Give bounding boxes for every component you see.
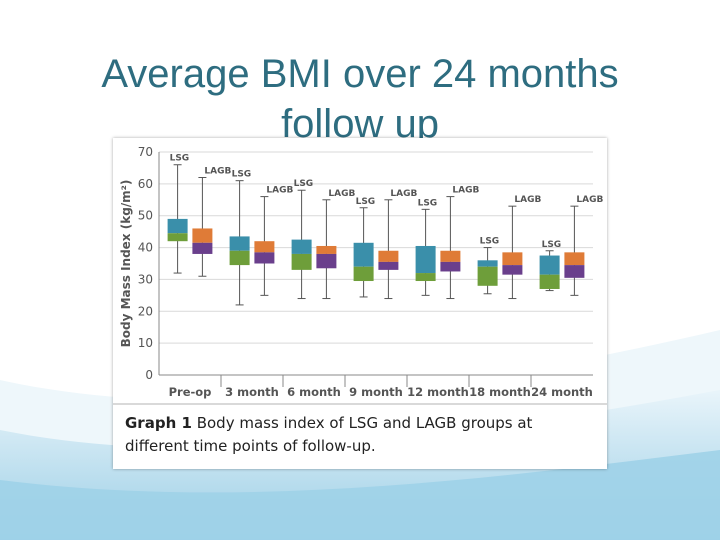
box-upper-quartile <box>440 250 461 262</box>
box-lower-quartile <box>415 273 436 282</box>
series-label: LSG <box>232 170 252 180</box>
y-tick-label: 70 <box>138 145 153 159</box>
x-tick-label: 6 month <box>287 385 341 399</box>
box-upper-quartile <box>353 242 374 267</box>
chart-figure: 0 10 20 30 40 50 60 70 Body Mass Index (kg/m²) Pr… <box>113 138 607 469</box>
y-axis-label: Body Mass Index (kg/m²) <box>119 180 133 348</box>
box-lower-quartile <box>192 242 213 254</box>
box-upper-quartile <box>502 252 523 266</box>
y-tick-label: 10 <box>138 336 153 350</box>
box-lower-quartile <box>502 265 523 275</box>
figure-caption: Graph 1 Body mass index of LSG and LAGB … <box>113 403 607 469</box>
y-tick-label: 40 <box>138 241 153 255</box>
box-upper-quartile <box>564 252 585 266</box>
y-tick-label: 30 <box>138 272 153 286</box>
x-tick-label: 12 month <box>407 385 469 399</box>
box-upper-quartile <box>192 228 213 243</box>
series-label: LAGB <box>576 195 603 205</box>
box-upper-quartile <box>477 260 498 267</box>
y-tick-label: 20 <box>138 304 153 318</box>
box-lower-quartile <box>167 233 188 242</box>
series-label: LAGB <box>390 189 417 199</box>
box-lower-quartile <box>353 266 374 282</box>
box-upper-quartile <box>539 255 560 275</box>
series-label: LAGB <box>514 195 541 205</box>
box-lower-quartile <box>378 261 399 270</box>
x-tick-label: 9 month <box>349 385 403 399</box>
y-tick-label: 50 <box>138 209 153 223</box>
slide-title: Average BMI over 24 months follow up <box>0 49 720 149</box>
box-lower-quartile <box>477 266 498 286</box>
slide-title-line-1: Average BMI over 24 months <box>101 51 619 96</box>
caption-label: Graph 1 <box>125 414 192 432</box>
box-upper-quartile <box>415 245 436 274</box>
x-tick-label: 24 month <box>531 385 593 399</box>
box-lower-quartile <box>291 253 312 270</box>
box-upper-quartile <box>254 241 275 253</box>
x-tick-label: Pre-op <box>169 385 212 399</box>
x-tick-label: 3 month <box>225 385 279 399</box>
series-label: LSG <box>418 198 438 208</box>
box-upper-quartile <box>316 245 337 254</box>
box-lower-quartile <box>316 253 337 269</box>
box-upper-quartile <box>167 218 188 234</box>
bmi-boxplot-chart: 0 10 20 30 40 50 60 70 Body Mass Index (kg/m²) Pr… <box>119 145 603 399</box>
caption-text: Body mass index of LSG and LAGB groups a… <box>125 414 533 455</box>
series-label: LSG <box>542 240 562 250</box>
series-label: LAGB <box>266 186 293 196</box>
box-lower-quartile <box>229 250 250 266</box>
y-tick-label: 0 <box>145 368 153 382</box>
series-label: LSG <box>480 237 500 247</box>
series-label: LSG <box>294 179 314 189</box>
box-lower-quartile <box>539 274 560 289</box>
box-lower-quartile <box>254 252 275 264</box>
series-label: LAGB <box>328 189 355 199</box>
box-lower-quartile <box>440 261 461 272</box>
x-tick-label: 18 month <box>469 385 531 399</box>
y-tick-label: 60 <box>138 177 153 191</box>
box-upper-quartile <box>229 236 250 251</box>
box-upper-quartile <box>291 239 312 254</box>
series-label: LSG <box>356 197 376 207</box>
series-label: LSG <box>170 154 190 164</box>
box-upper-quartile <box>378 250 399 262</box>
series-label: LAGB <box>204 166 231 176</box>
box-lower-quartile <box>564 265 585 278</box>
series-label: LAGB <box>452 186 479 196</box>
